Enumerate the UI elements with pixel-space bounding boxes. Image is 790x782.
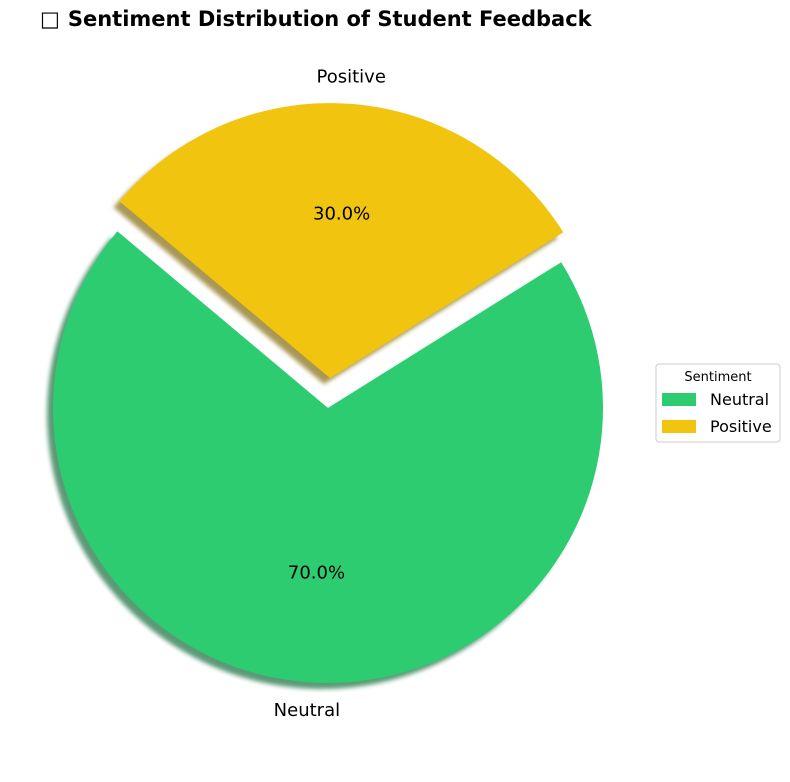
legend-label-neutral: Neutral — [710, 390, 769, 409]
title-text: Sentiment Distribution of Student Feedba… — [68, 7, 593, 31]
percent-label-positive: 30.0% — [313, 204, 370, 225]
legend-swatch-positive — [662, 420, 696, 433]
slice-layer — [52, 103, 603, 684]
slice-label-neutral: Neutral — [274, 700, 340, 721]
legend-swatch-neutral — [662, 393, 696, 406]
title-icon: □ — [40, 7, 60, 31]
legend-label-positive: Positive — [710, 417, 772, 436]
pie-slice-positive — [119, 103, 564, 379]
percent-label-neutral: 70.0% — [288, 563, 345, 584]
svg-text:□Sentiment Distribution of Stu: □ Sentiment Distribution of Student Feedb… — [40, 7, 593, 31]
legend: Sentiment Neutral Positive — [655, 363, 781, 443]
label-layer: Neutral 70.0% Positive 30.0% — [274, 66, 386, 721]
pie-slice-neutral — [52, 231, 603, 684]
chart-title: □ Sentiment Distribution of Student Feedb… — [40, 7, 593, 31]
slice-label-positive: Positive — [317, 66, 386, 87]
legend-title: Sentiment — [684, 370, 751, 385]
